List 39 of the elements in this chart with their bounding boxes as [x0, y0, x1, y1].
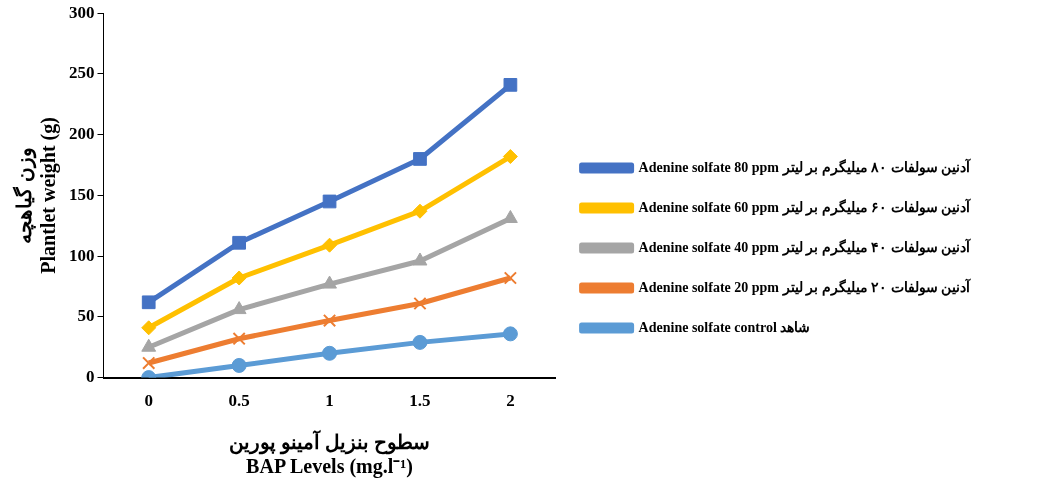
point [141, 295, 156, 310]
point [232, 235, 246, 250]
point [231, 270, 247, 286]
point [413, 152, 427, 166]
point [142, 356, 156, 370]
x-tick-label: 1.5 [409, 391, 431, 411]
legend-label: Adenine solfate 60 ppm آدنین سولفات ۶۰ میلیگرم بر لیتر [638, 197, 972, 216]
x-tick-label: 0.5 [228, 391, 250, 411]
x-tick-label: 2 [506, 391, 515, 411]
point [141, 320, 157, 336]
legend-label: Adenine solfate 20 ppm آدنین سولفات ۲۰ میلیگرم بر لیتر [638, 277, 972, 296]
y-tick-label: 100 [69, 245, 95, 265]
point [502, 326, 518, 342]
point [412, 334, 428, 350]
point [412, 203, 428, 219]
x-tick-label: 0 [144, 391, 153, 411]
point [502, 149, 518, 165]
point [322, 194, 337, 209]
x-tick-label: 1 [325, 391, 334, 411]
point [503, 78, 518, 92]
y-tick-label: 0 [86, 366, 95, 386]
point [232, 332, 246, 346]
point [322, 275, 337, 289]
y-tick-label: 250 [69, 63, 95, 83]
point [412, 252, 428, 266]
point [322, 345, 338, 361]
legend-label: Adenine solfate control شاهد [638, 319, 811, 335]
y-tick-label: 50 [77, 306, 95, 326]
y-tick-label: 300 [69, 2, 95, 22]
y-tick-label: 150 [69, 184, 95, 204]
legend-label: Adenine solfate 40 ppm آدنین سولفات ۴۰ میلیگرم بر لیتر [638, 237, 972, 256]
point [413, 296, 427, 311]
point [322, 237, 338, 253]
y-tick-label: 200 [69, 124, 95, 144]
point [231, 357, 247, 373]
legend-label: Adenine solfate 80 ppm آدنین سولفات ۸۰ میلیگرم بر لیتر [638, 157, 972, 176]
point [503, 271, 518, 285]
point [141, 338, 157, 352]
point [322, 313, 337, 328]
